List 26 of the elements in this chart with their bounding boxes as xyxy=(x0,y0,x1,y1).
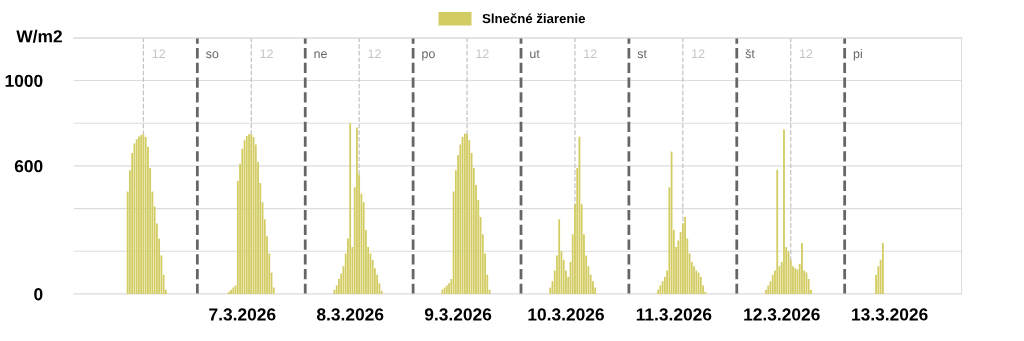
ref-line-label: st xyxy=(637,49,647,59)
ref-line-label: št xyxy=(745,48,755,59)
x-tick-label: 9.3.2026 xyxy=(424,308,492,321)
x-tick-label: 7.3.2026 xyxy=(209,308,276,321)
ref-line-label: po xyxy=(422,51,435,61)
ref-line-label: 12 xyxy=(368,49,381,59)
y-axis-title: W/m2 xyxy=(16,29,62,43)
ref-line-label: ne xyxy=(314,51,327,59)
x-tick-label: 13.3.2026 xyxy=(852,308,928,321)
x-tick-label: 12.3.2026 xyxy=(744,308,820,321)
ref-line-label: 12 xyxy=(476,49,489,59)
ref-line-label: 12 xyxy=(260,49,273,59)
x-tick-label: 8.3.2026 xyxy=(316,308,384,321)
ref-line-label: pi xyxy=(853,48,862,61)
ref-line-label: so xyxy=(206,51,219,59)
ref-line-label: 12 xyxy=(152,49,166,59)
ref-line-label: 12 xyxy=(692,49,705,59)
x-tick-label: 11.3.2026 xyxy=(636,308,712,321)
y-tick-label: 600 xyxy=(14,160,43,173)
legend-label: Slnečné žiarenie xyxy=(482,13,586,24)
y-tick-label: 0 xyxy=(34,288,43,301)
ref-line-label: 12 xyxy=(800,49,813,59)
ref-line-label: ut xyxy=(530,49,540,59)
y-tick-label: 1000 xyxy=(5,74,43,87)
ref-line-label: 12 xyxy=(584,49,597,59)
x-tick-label: 10.3.2026 xyxy=(528,308,604,321)
